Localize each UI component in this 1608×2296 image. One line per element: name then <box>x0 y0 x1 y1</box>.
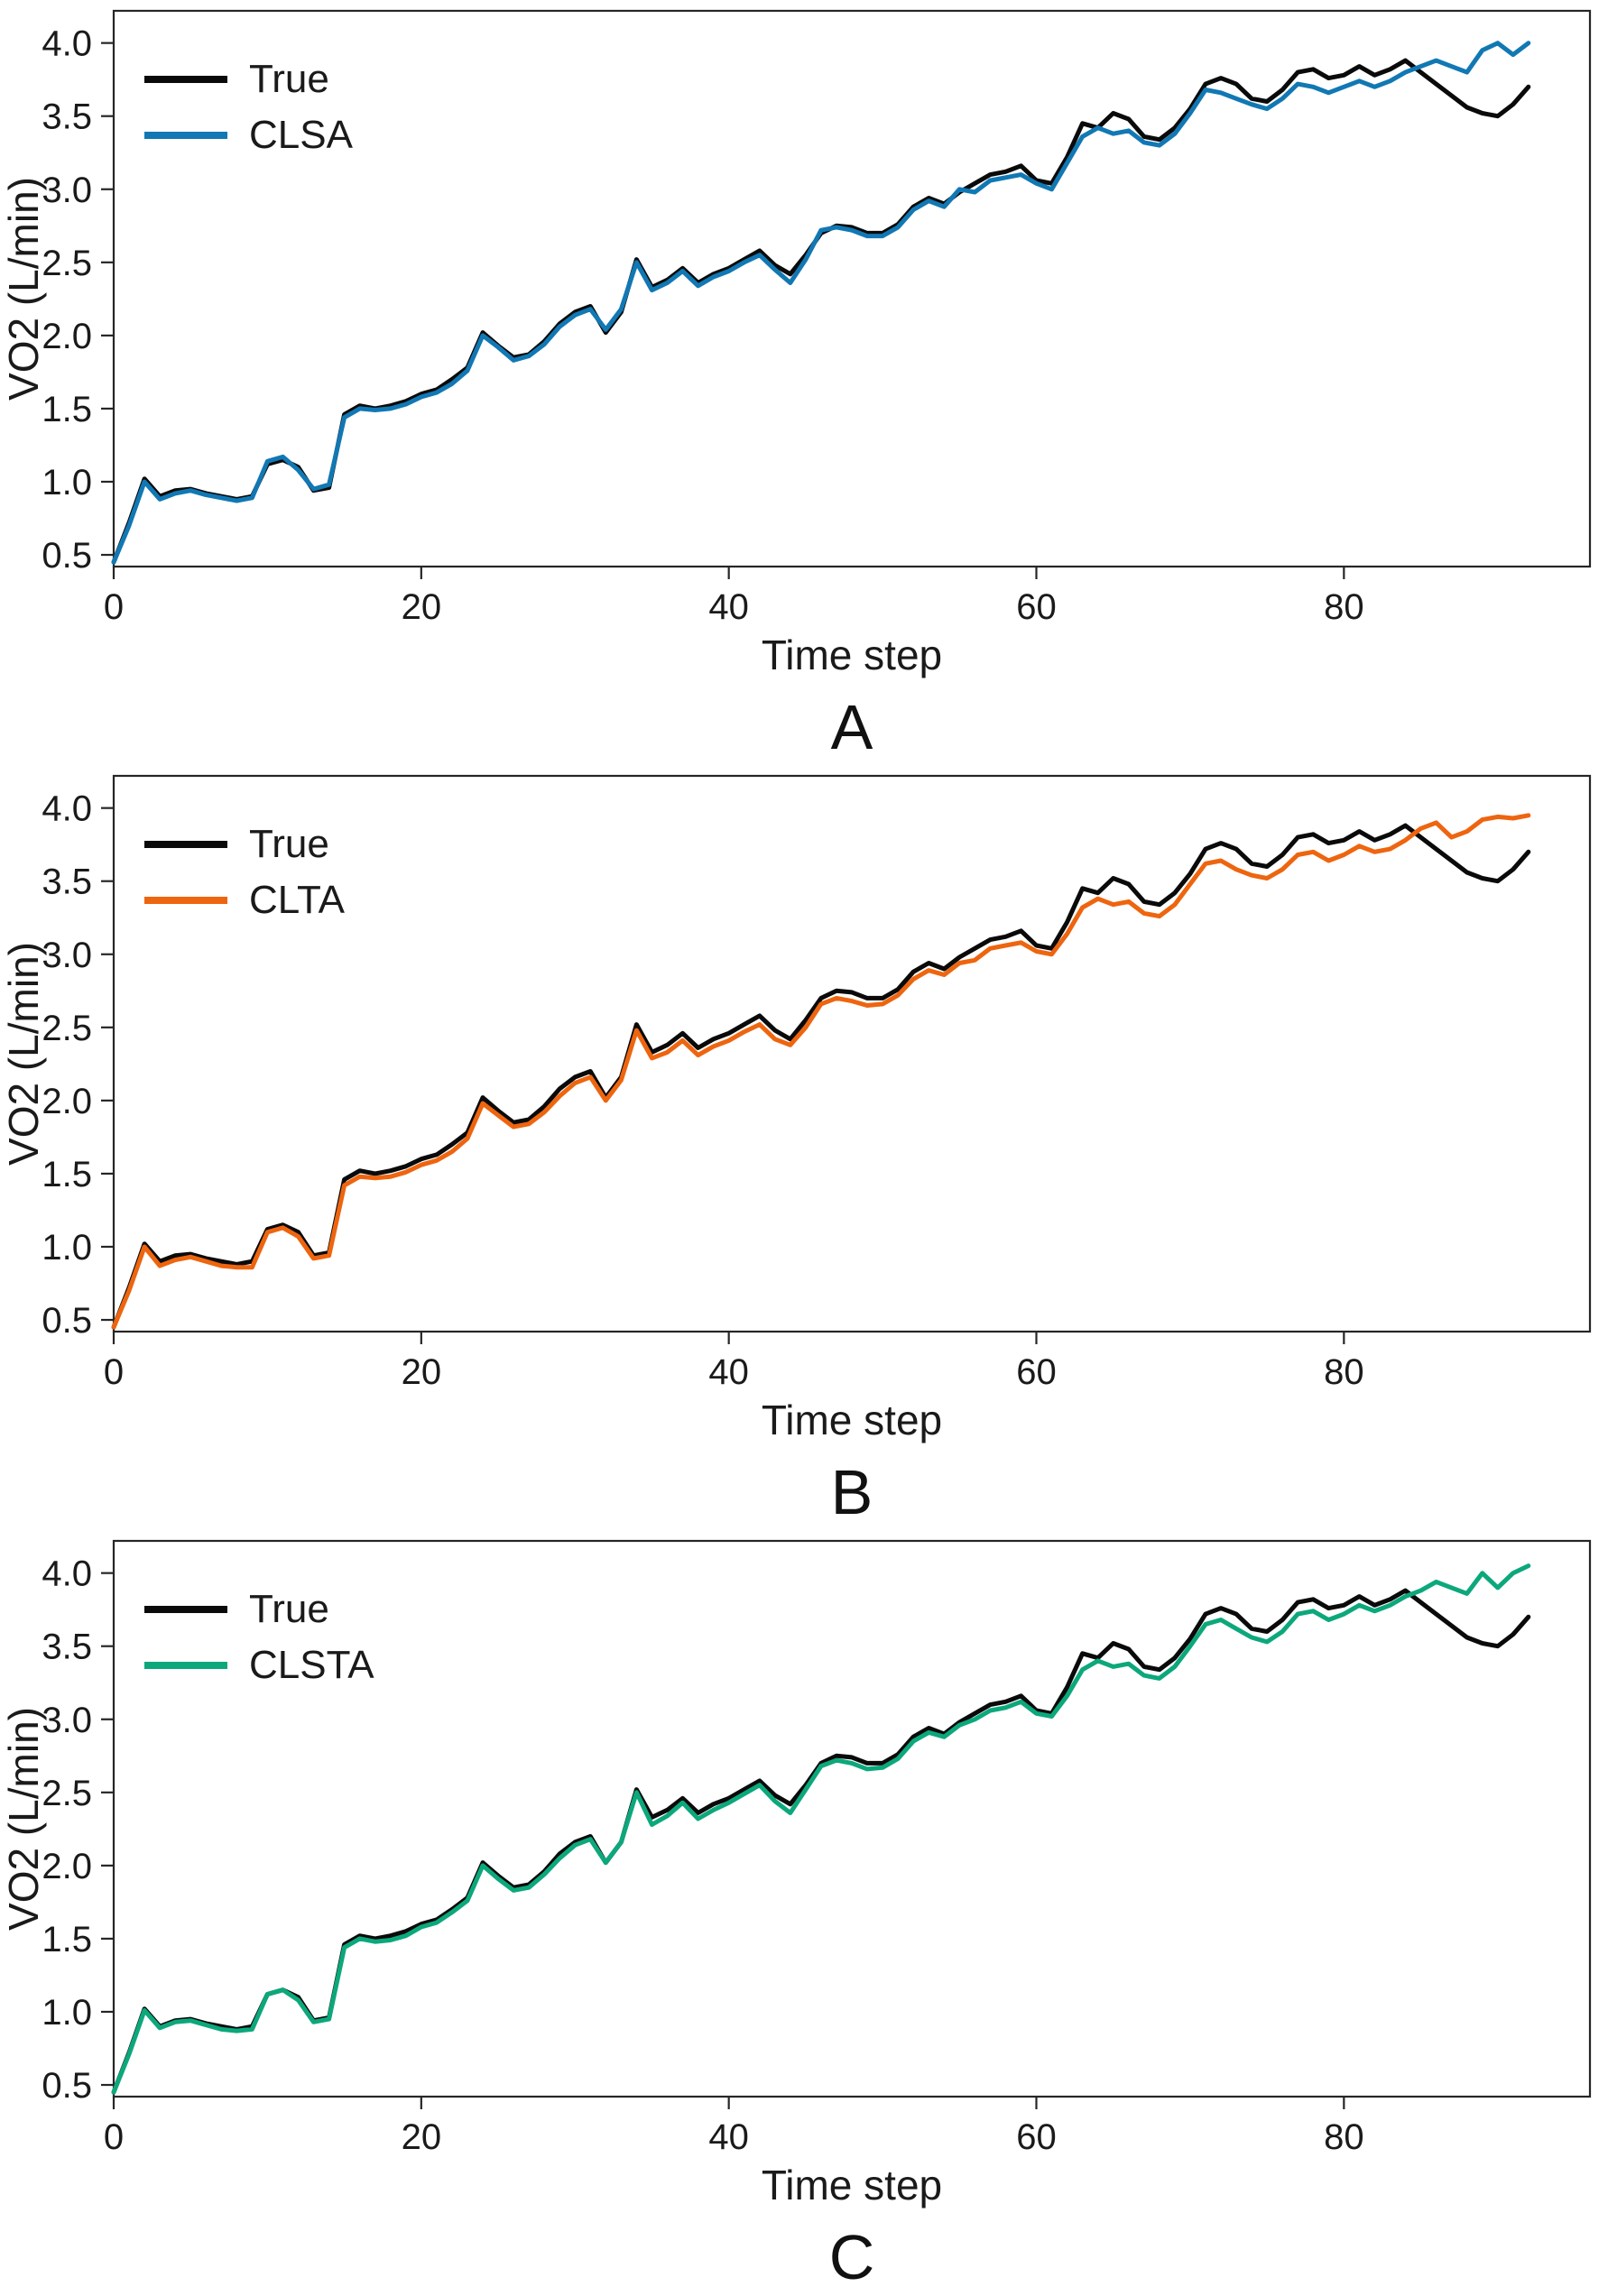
series-line-clsta <box>111 1563 1531 2095</box>
x-axis-tick-label: 80 <box>1324 587 1364 627</box>
x-axis-tick-label: 0 <box>104 587 124 627</box>
y-axis-tick-label: 3.5 <box>42 97 92 137</box>
x-axis-label: Time step <box>762 632 942 678</box>
x-axis-tick-label: 40 <box>708 1352 749 1392</box>
y-axis-tick-label: 1.0 <box>42 1993 92 2033</box>
x-axis-tick-label: 0 <box>104 1352 124 1392</box>
series-line-true <box>111 823 1531 1330</box>
x-axis-tick-label: 40 <box>708 2117 749 2157</box>
y-axis-tick-label: 0.5 <box>42 536 92 576</box>
plot-frame <box>112 774 1592 1333</box>
y-axis-tick-label: 4.0 <box>42 789 92 829</box>
y-axis-tick-label: 3.0 <box>42 171 92 210</box>
x-axis-tick-label: 0 <box>104 2117 124 2157</box>
x-axis-tick-label: 60 <box>1016 1352 1057 1392</box>
legend-label-true: True <box>249 57 329 101</box>
chart-C: 0 20 40 60 80 0.5 1.0 1.5 2.0 2.5 3.0 3.5 4.0 VO2 (L… <box>0 1539 1592 2292</box>
x-axis-tick-label: 80 <box>1324 2117 1364 2157</box>
legend-label-pred: CLSTA <box>249 1643 374 1687</box>
y-axis-label: VO2 (L/min) <box>0 1707 47 1931</box>
y-axis-tick-label: 0.5 <box>42 1301 92 1341</box>
y-axis-tick-label: 2.0 <box>42 1082 92 1121</box>
y-axis-label: VO2 (L/min) <box>0 177 47 401</box>
legend-label-pred: CLSA <box>249 113 354 157</box>
x-axis-tick-label: 60 <box>1016 587 1057 627</box>
x-axis-tick-label: 20 <box>402 1352 442 1392</box>
chart-A: 0 20 40 60 80 0.5 1.0 1.5 2.0 2.5 3.0 3.5 4.0 VO2 (L… <box>0 9 1592 762</box>
y-axis-tick-label: 1.5 <box>42 390 92 429</box>
legend-label-true: True <box>249 822 329 866</box>
x-axis-label: Time step <box>762 2162 942 2208</box>
y-axis-label: VO2 (L/min) <box>0 942 47 1166</box>
chart-B: 0 20 40 60 80 0.5 1.0 1.5 2.0 2.5 3.0 3.5 4.0 VO2 (L… <box>0 774 1592 1527</box>
x-axis-tick-label: 20 <box>402 587 442 627</box>
y-axis-tick-label: 1.0 <box>42 1228 92 1268</box>
plot-frame <box>112 1539 1592 2098</box>
legend-label-pred: CLTA <box>249 878 346 922</box>
y-axis-tick-label: 3.5 <box>42 1627 92 1667</box>
y-axis-tick-label: 2.0 <box>42 317 92 356</box>
subplot-caption-B: B <box>831 1457 873 1527</box>
y-axis-tick-label: 2.5 <box>42 244 92 283</box>
series-line-clsa <box>111 41 1531 565</box>
y-axis-tick-label: 1.5 <box>42 1155 92 1194</box>
x-axis-tick-label: 40 <box>708 587 749 627</box>
x-axis-tick-label: 80 <box>1324 1352 1364 1392</box>
y-axis-tick-label: 3.5 <box>42 862 92 902</box>
y-axis-tick-label: 2.5 <box>42 1009 92 1048</box>
plot-area-C: 0 20 40 60 80 0.5 1.0 1.5 2.0 2.5 3.0 3.5 4.0 <box>42 1539 1592 2157</box>
y-axis-tick-label: 4.0 <box>42 24 92 64</box>
y-axis-tick-label: 2.5 <box>42 1774 92 1813</box>
y-axis-tick-label: 0.5 <box>42 2066 92 2106</box>
y-axis-tick-label: 3.0 <box>42 1701 92 1740</box>
panel-A: 0 20 40 60 80 0.5 1.0 1.5 2.0 2.5 3.0 3.5 4.0 VO2 (L… <box>0 0 1608 765</box>
subplot-caption-C: C <box>829 2222 875 2292</box>
x-axis-tick-label: 20 <box>402 2117 442 2157</box>
subplot-caption-A: A <box>831 692 873 762</box>
plot-area-A: 0 20 40 60 80 0.5 1.0 1.5 2.0 2.5 3.0 3.5 4.0 <box>42 9 1592 627</box>
y-axis-tick-label: 1.0 <box>42 463 92 503</box>
series-line-clta <box>111 813 1531 1330</box>
y-axis-tick-label: 2.0 <box>42 1847 92 1886</box>
y-axis-tick-label: 1.5 <box>42 1920 92 1959</box>
y-axis-tick-label: 4.0 <box>42 1554 92 1594</box>
legend-label-true: True <box>249 1587 329 1631</box>
x-axis-label: Time step <box>762 1397 942 1443</box>
x-axis-tick-label: 60 <box>1016 2117 1057 2157</box>
y-axis-tick-label: 3.0 <box>42 936 92 975</box>
panel-B: 0 20 40 60 80 0.5 1.0 1.5 2.0 2.5 3.0 3.5 4.0 VO2 (L… <box>0 765 1608 1530</box>
plot-frame <box>112 9 1592 568</box>
panel-C: 0 20 40 60 80 0.5 1.0 1.5 2.0 2.5 3.0 3.5 4.0 VO2 (L… <box>0 1530 1608 2296</box>
plot-area-B: 0 20 40 60 80 0.5 1.0 1.5 2.0 2.5 3.0 3.5 4.0 <box>42 774 1592 1392</box>
series-line-true <box>111 1588 1531 2095</box>
